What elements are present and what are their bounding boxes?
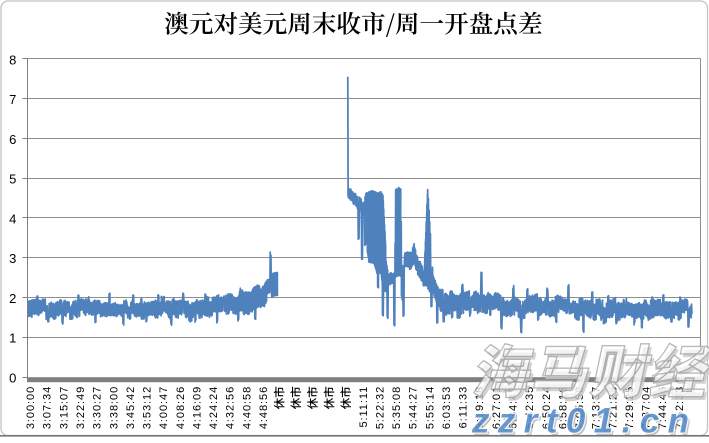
svg-text:5: 5	[9, 172, 16, 187]
svg-text:1: 1	[9, 331, 16, 346]
svg-text:2: 2	[9, 291, 16, 306]
svg-text:5:44:27: 5:44:27	[408, 386, 420, 429]
svg-text:3:45:42: 3:45:42	[125, 386, 137, 429]
svg-text:4:48:56: 4:48:56	[258, 386, 270, 429]
svg-text:3:15:07: 3:15:07	[58, 386, 70, 429]
svg-text:4:00:47: 4:00:47	[158, 386, 170, 429]
svg-text:4:24:24: 4:24:24	[208, 386, 220, 429]
svg-text:3:22:49: 3:22:49	[75, 386, 87, 429]
svg-text:zzrt01.cn: zzrt01.cn	[471, 402, 697, 439]
svg-text:7: 7	[9, 92, 16, 107]
svg-text:4:08:26: 4:08:26	[175, 386, 187, 429]
svg-text:4:16:09: 4:16:09	[191, 386, 203, 429]
svg-text:4: 4	[9, 211, 16, 226]
svg-text:6: 6	[9, 132, 16, 147]
svg-text:5:22:32: 5:22:32	[374, 386, 386, 429]
svg-text:zzrt01.cn: zzrt01.cn	[473, 404, 699, 438]
svg-text:6:42:35: 6:42:35	[524, 386, 536, 429]
svg-text:3:00:00: 3:00:00	[25, 386, 37, 429]
svg-text:3:53:12: 3:53:12	[142, 386, 154, 429]
svg-text:6:50:24: 6:50:24	[541, 386, 553, 429]
svg-text:4:32:56: 4:32:56	[225, 386, 237, 429]
svg-text:3:30:27: 3:30:27	[92, 386, 104, 429]
svg-text:3:38:00: 3:38:00	[108, 386, 120, 429]
svg-text:5:35:08: 5:35:08	[391, 386, 403, 429]
svg-text:3:07:34: 3:07:34	[42, 386, 54, 429]
svg-text:6:03:53: 6:03:53	[441, 386, 453, 429]
svg-text:8: 8	[9, 52, 16, 67]
svg-text:6:27:01: 6:27:01	[491, 386, 503, 429]
svg-text:3: 3	[9, 251, 16, 266]
svg-text:5:11:11: 5:11:11	[358, 386, 370, 428]
svg-text:4:40:58: 4:40:58	[241, 386, 253, 429]
svg-text:5:55:14: 5:55:14	[424, 386, 436, 429]
svg-text:6:11:33: 6:11:33	[458, 386, 470, 429]
svg-text:0: 0	[9, 371, 16, 386]
svg-text:7:37:04: 7:37:04	[641, 386, 653, 429]
